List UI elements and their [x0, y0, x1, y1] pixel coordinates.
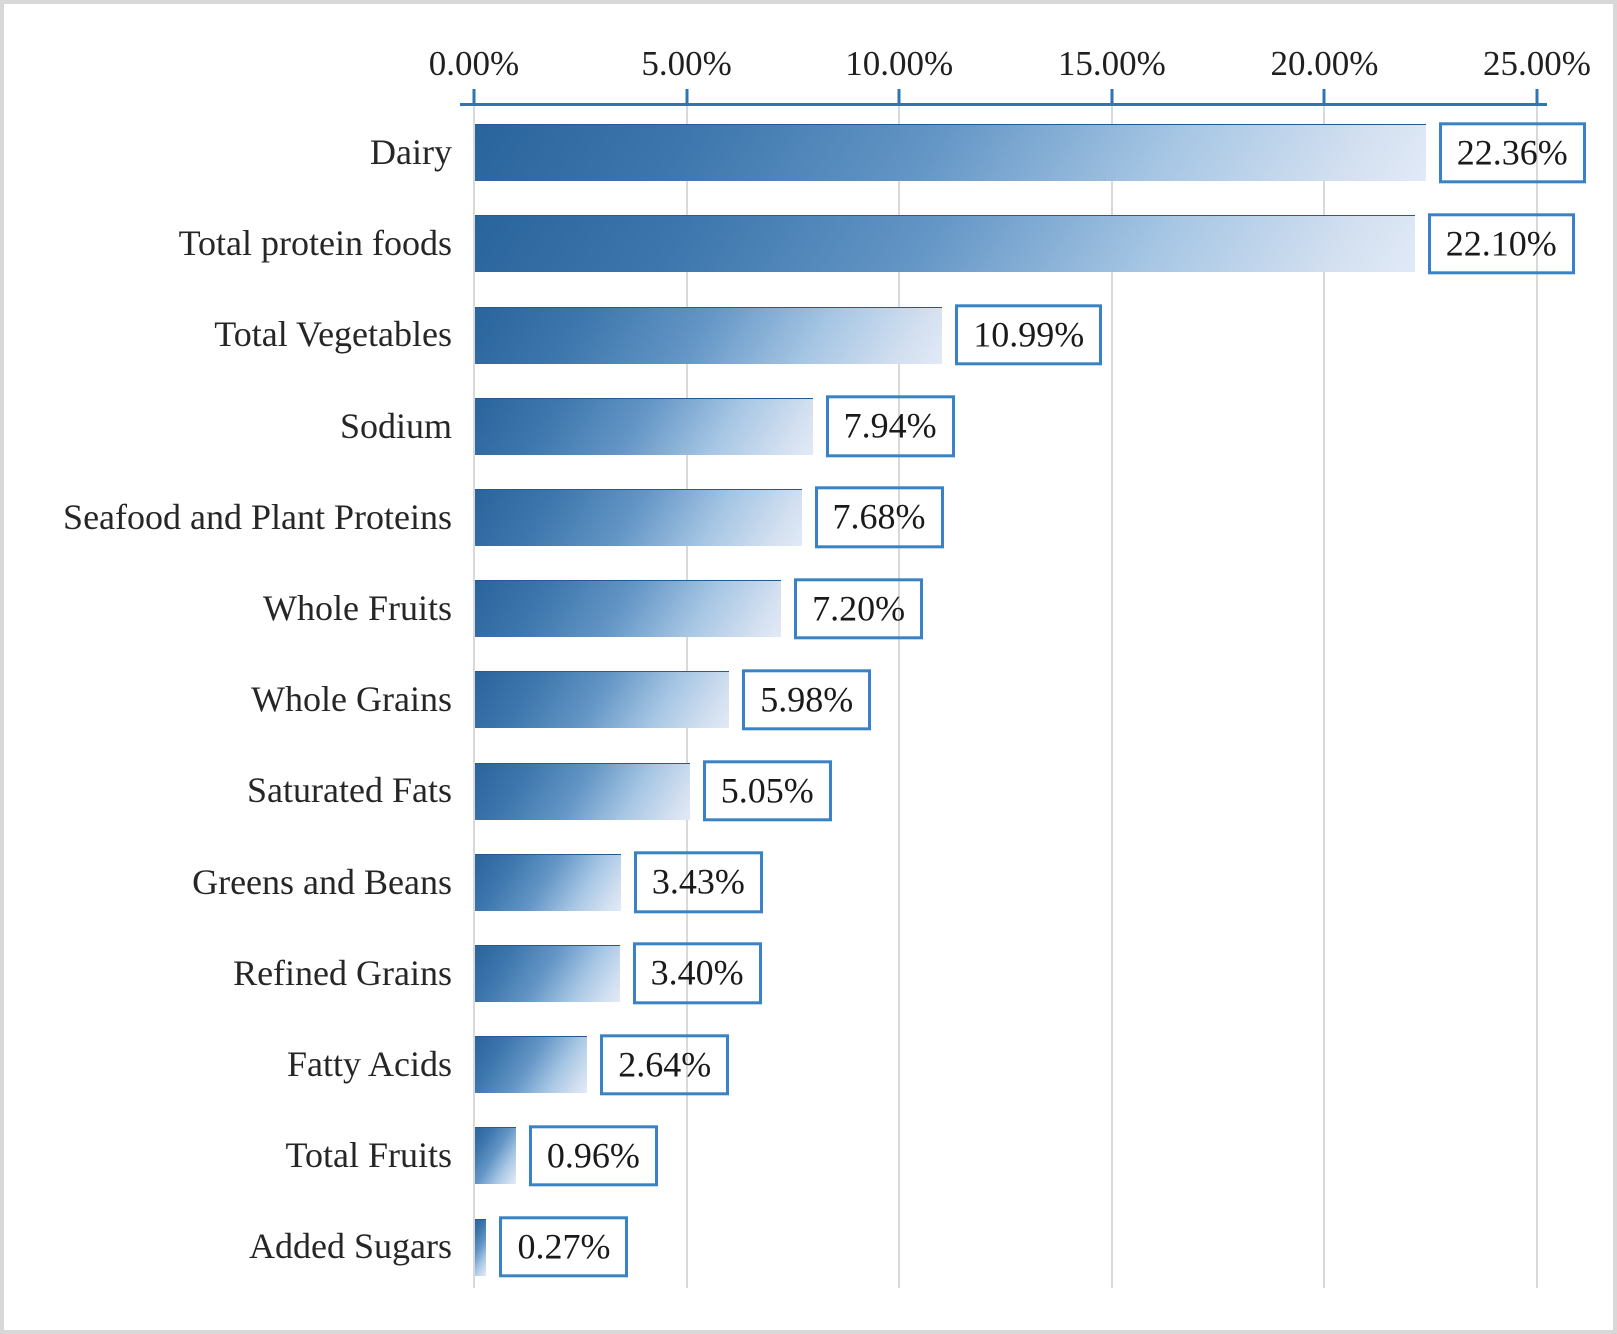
category-label: Total Fruits	[285, 1135, 452, 1176]
gridline	[898, 106, 901, 1288]
x-axis-tick-label: 20.00%	[1270, 44, 1379, 83]
gridline	[1110, 106, 1113, 1288]
bar	[475, 944, 620, 1002]
category-label: Whole Grains	[251, 679, 452, 720]
x-axis-tick-mark	[1322, 89, 1326, 104]
value-label-box: 22.10%	[1427, 213, 1575, 275]
bar	[475, 580, 782, 638]
value-label-box: 3.43%	[633, 851, 763, 913]
bar	[475, 1036, 588, 1094]
bar	[475, 124, 1426, 182]
x-axis-tick-mark	[1110, 89, 1114, 104]
value-label-box: 5.98%	[742, 669, 872, 731]
x-axis-tick-label: 0.00%	[428, 44, 520, 83]
value-label-box: 22.36%	[1438, 121, 1586, 184]
x-axis-tick-label: 5.00%	[641, 44, 732, 83]
category-label: Seafood and Plant Proteins	[63, 496, 452, 537]
bar	[475, 397, 813, 455]
category-label: Saturated Fats	[247, 770, 452, 811]
bar	[475, 488, 802, 546]
category-label: Fatty Acids	[286, 1044, 452, 1084]
category-label: Total Vegetables	[214, 314, 452, 355]
x-axis-tick-mark	[1535, 89, 1539, 104]
value-label-box: 7.20%	[794, 577, 924, 640]
value-label-box: 7.94%	[825, 395, 955, 457]
gridline	[1323, 106, 1326, 1288]
bar	[475, 1218, 487, 1276]
bar	[475, 306, 943, 364]
value-label-box: 10.99%	[955, 304, 1103, 366]
gridline	[1536, 106, 1538, 1288]
bar	[475, 762, 690, 820]
x-axis-tick-label: 10.00%	[845, 44, 954, 83]
x-axis-tick-label: 25.00%	[1483, 44, 1591, 83]
x-axis-line	[460, 103, 1547, 106]
category-label: Greens and Beans	[192, 861, 452, 902]
value-label-box: 5.05%	[702, 760, 832, 822]
category-label: Total protein foods	[178, 223, 452, 264]
category-label: Added Sugars	[249, 1226, 452, 1267]
value-label-box: 0.27%	[499, 1216, 629, 1278]
bar	[475, 671, 730, 729]
x-axis-tick-mark	[897, 89, 901, 104]
value-label-box: 2.64%	[600, 1033, 730, 1096]
category-label: Whole Fruits	[263, 588, 452, 628]
value-label-box: 3.40%	[632, 942, 762, 1005]
category-label: Sodium	[339, 405, 452, 446]
value-label-box: 0.96%	[528, 1125, 658, 1187]
bar	[475, 215, 1415, 273]
gridline	[473, 106, 475, 1288]
category-label: Refined Grains	[233, 952, 452, 993]
bar	[475, 1127, 516, 1185]
category-label: Dairy	[370, 132, 452, 172]
x-axis-tick-mark	[472, 89, 476, 104]
x-axis-tick-label: 15.00%	[1057, 44, 1166, 83]
value-label-box: 7.68%	[814, 486, 944, 549]
bar	[475, 853, 621, 911]
x-axis-tick-mark	[685, 89, 689, 104]
hei-component-bar-chart: 0.00% 5.00% 10.00% 15.00% 20.00% 25.00% Dairy…	[4, 4, 1613, 1330]
